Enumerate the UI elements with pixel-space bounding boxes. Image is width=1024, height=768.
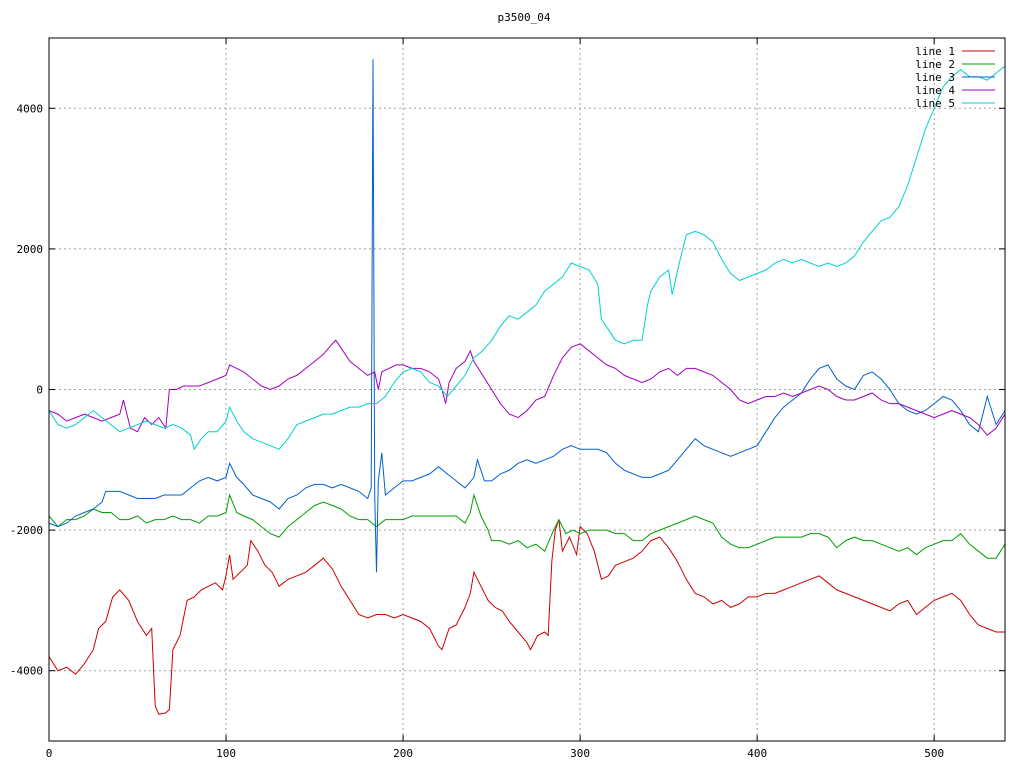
legend-label: line 2 (915, 58, 955, 71)
x-tick-label: 400 (747, 747, 767, 760)
axis-ticks: 0 100 200 300 400 500 -4000 -2000 0 2000 4000 (10, 38, 1005, 760)
y-tick-label: -4000 (10, 665, 43, 678)
legend-label: line 4 (915, 84, 955, 97)
x-tick-label: 200 (393, 747, 413, 760)
y-tick-label: 2000 (17, 243, 44, 256)
series-line-1 (48, 519, 1005, 715)
x-tick-label: 500 (924, 747, 944, 760)
x-tick-label: 300 (570, 747, 590, 760)
x-tick-label: 0 (46, 747, 53, 760)
legend-label: line 5 (915, 97, 955, 110)
series-line-3 (48, 59, 1006, 573)
series-line-4 (48, 339, 1006, 436)
series-line-2 (48, 493, 1006, 559)
y-tick-label: 4000 (17, 102, 44, 115)
series-line-5 (48, 65, 1006, 451)
legend-label: line 3 (915, 71, 955, 84)
y-tick-label: -2000 (10, 524, 43, 537)
chart-title: p3500_04 (498, 11, 551, 24)
plot-frame (48, 37, 1006, 742)
series-group (48, 59, 1006, 715)
grid (49, 38, 1005, 741)
legend-label: line 1 (915, 45, 955, 58)
x-tick-label: 100 (216, 747, 236, 760)
y-tick-label: 0 (36, 384, 43, 397)
